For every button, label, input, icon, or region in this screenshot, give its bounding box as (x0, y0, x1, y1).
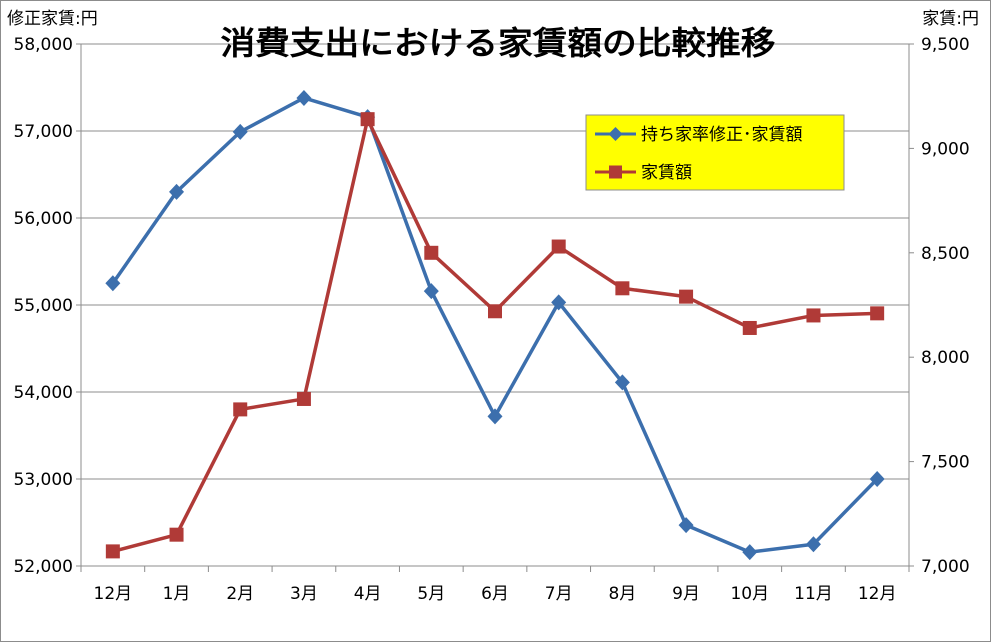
legend-box (585, 114, 845, 191)
series-2-point (806, 308, 821, 323)
x-tick-label: 6月 (481, 584, 509, 604)
legend: 持ち家率修正･家賃額 家賃額 (585, 114, 845, 191)
x-tick-label: 12月 (94, 584, 133, 604)
left-y-tick-label: 57,000 (14, 122, 73, 142)
left-y-tick-label: 52,000 (14, 557, 73, 577)
series-2-point (615, 281, 630, 296)
left-y-tick-label: 56,000 (14, 209, 73, 229)
series-1-point (105, 275, 121, 292)
series-2-point (870, 306, 885, 321)
x-tick-label: 8月 (608, 584, 636, 604)
right-y-tick-label: 9,000 (921, 139, 970, 159)
series-1-point (296, 89, 312, 106)
x-tick-label: 12月 (858, 584, 897, 604)
x-tick-label: 7月 (545, 584, 573, 604)
series-1-point (487, 408, 503, 425)
right-y-tick-label: 8,000 (921, 348, 970, 368)
x-tick-label: 2月 (226, 584, 254, 604)
x-tick-labels: 12月 1月 2月 3月 4月 5月 6月 7月 8月 9月 10月 11月 12月 (80, 566, 910, 604)
series-2-point (679, 289, 694, 304)
x-tick-label: 4月 (354, 584, 382, 604)
legend-marker-series-1 (608, 127, 623, 141)
series-2-point (296, 391, 311, 406)
series-1-point (678, 517, 694, 534)
series-2 (105, 112, 885, 559)
series-2-point (742, 320, 757, 335)
x-tick-label: 3月 (290, 584, 318, 604)
series-1-point (169, 183, 185, 200)
right-axis-unit-label: 家賃:円 (922, 9, 979, 29)
right-y-tick-label: 7,000 (921, 557, 970, 577)
x-tick-label: 10月 (730, 584, 769, 604)
series-1-point (614, 374, 630, 391)
right-y-tick-labels: 7,000 7,500 8,000 8,500 9,000 9,500 (909, 35, 970, 577)
right-y-tick-label: 7,500 (921, 453, 970, 473)
left-y-tick-labels: 52,000 53,000 54,000 55,000 56,000 57,000 58,0… (14, 35, 81, 577)
right-y-tick-label: 8,500 (921, 244, 970, 264)
left-y-tick-label: 54,000 (14, 383, 73, 403)
left-y-tick-label: 55,000 (14, 296, 73, 316)
right-y-tick-label: 9,500 (921, 35, 970, 55)
series-1-point (232, 123, 248, 140)
series-2-point (169, 527, 184, 542)
series-2-point (488, 304, 502, 319)
chart-title: 消費支出における家賃額の比較推移 (221, 24, 776, 62)
series-2-point (424, 245, 439, 260)
left-y-tick-label: 53,000 (14, 470, 73, 490)
series-1-point (551, 294, 567, 311)
left-axis-unit-label: 修正家賃:円 (7, 9, 98, 29)
legend-marker-series-2 (609, 165, 622, 179)
series-1-point (805, 536, 821, 553)
series-2-point (360, 112, 375, 127)
legend-label-series-2: 家賃額 (641, 163, 692, 183)
left-y-tick-label: 58,000 (14, 35, 73, 55)
x-tick-label: 1月 (163, 584, 191, 604)
series-2-point (105, 544, 120, 559)
series-2-point (551, 239, 566, 254)
series-1-point (869, 471, 885, 487)
series-1-point (423, 283, 439, 300)
series-layer (105, 89, 885, 561)
series-2-point (233, 402, 248, 417)
series-1-point (742, 544, 758, 561)
x-tick-label: 9月 (672, 584, 700, 604)
x-tick-label: 11月 (794, 584, 833, 604)
x-tick-label: 5月 (417, 584, 445, 604)
legend-label-series-1: 持ち家率修正･家賃額 (641, 125, 803, 145)
